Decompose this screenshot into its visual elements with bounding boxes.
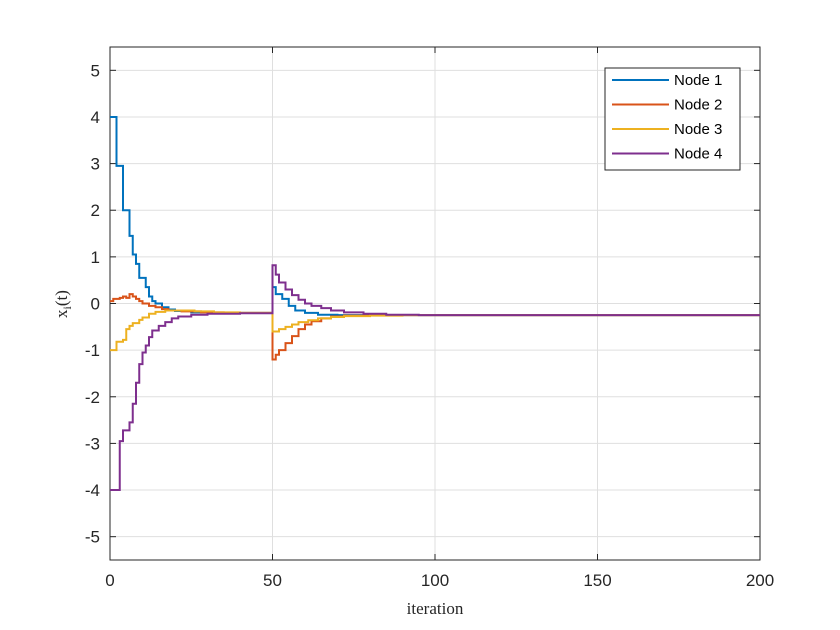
x-axis-label: iteration — [407, 599, 464, 618]
x-tick-label: 0 — [105, 571, 114, 590]
y-axis-label-sub: i — [60, 305, 74, 309]
y-tick-label: -1 — [85, 341, 100, 360]
legend-label-node-1: Node 1 — [674, 72, 722, 89]
y-tick-label: -4 — [85, 481, 100, 500]
series-line-node-4 — [110, 264, 760, 492]
y-tick-label: -2 — [85, 388, 100, 407]
x-tick-label: 100 — [421, 571, 449, 590]
legend-label-node-4: Node 4 — [674, 146, 722, 163]
y-tick-label: -5 — [85, 528, 100, 547]
y-tick-label: 0 — [91, 295, 100, 314]
y-tick-label: 1 — [91, 248, 100, 267]
x-tick-labels: 0 50 100 150 200 — [105, 571, 774, 590]
svg-text:xi(t): xi(t) — [52, 290, 74, 318]
series-line-node-3 — [110, 309, 760, 352]
y-axis-label-main: x — [52, 309, 71, 318]
x-tick-label: 150 — [583, 571, 611, 590]
y-axis-label: xi(t) — [52, 290, 74, 318]
plot-area — [109, 46, 761, 561]
y-tick-label: 4 — [91, 108, 100, 127]
legend-label-node-3: Node 3 — [674, 121, 722, 138]
x-tick-label: 200 — [746, 571, 774, 590]
x-tick-label: 50 — [263, 571, 282, 590]
y-axis-label-suffix: (t) — [52, 290, 71, 306]
legend-label-node-2: Node 2 — [674, 97, 722, 114]
y-tick-label: -3 — [85, 434, 100, 453]
legend: Node 1 Node 2 Node 3 Node 4 — [604, 67, 741, 171]
y-tick-label: 3 — [91, 155, 100, 174]
y-tick-labels: 5 4 3 2 1 0 -1 -2 -3 -4 -5 — [85, 61, 100, 546]
y-tick-label: 5 — [91, 61, 100, 80]
y-tick-label: 2 — [91, 201, 100, 220]
series-layer — [110, 115, 760, 492]
